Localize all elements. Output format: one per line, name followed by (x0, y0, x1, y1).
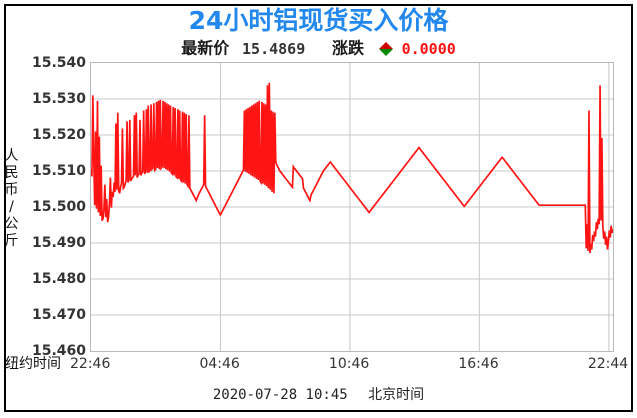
change-label: 涨跌 (332, 38, 365, 58)
y-axis-title-char-0: 人 (4, 148, 19, 164)
plot-area (90, 62, 614, 352)
x-axis-tick-label: 22:46 (70, 356, 111, 372)
footer-timezone: 北京时间 (368, 387, 425, 403)
y-axis-title-char-4: 公 (4, 216, 19, 232)
y-axis-tick-label: 15.510 (31, 163, 86, 179)
y-axis-tick-label: 15.520 (31, 127, 86, 143)
y-axis-title: 人 民 币 / 公 斤 (3, 148, 20, 250)
footer-timestamp: 2020-07-28 10:45 北京时间 (0, 386, 637, 404)
x-axis-tick-label: 04:46 (199, 356, 240, 372)
y-axis-title-char-3: / (9, 199, 14, 215)
latest-price-value: 15.4869 (242, 39, 306, 58)
latest-price-label: 最新价 (181, 38, 230, 58)
price-line-chart (91, 63, 613, 351)
y-axis-title-char-2: 币 (4, 182, 19, 198)
y-axis-tick-label: 15.460 (31, 343, 86, 359)
y-axis-tick-label: 15.530 (31, 91, 86, 107)
y-axis-tick-label: 15.540 (31, 55, 86, 71)
y-axis-tick-label: 15.470 (31, 307, 86, 323)
x-axis-tick-label: 22:44 (587, 356, 629, 372)
x-axis-tick-label: 10:46 (328, 356, 370, 372)
y-axis-tick-label: 15.500 (31, 199, 86, 215)
outer-border (4, 4, 633, 412)
y-axis-tick-label: 15.480 (31, 271, 86, 287)
y-axis-title-char-1: 民 (4, 165, 19, 181)
quote-summary: 最新价 15.4869 涨跌 0.0000 (0, 38, 637, 59)
y-axis-tick-label: 15.490 (31, 235, 86, 251)
footer-datetime: 2020-07-28 10:45 (212, 387, 348, 403)
page-title: 24小时铝现货买入价格 (188, 6, 449, 35)
y-axis-title-char-5: 斤 (4, 233, 19, 249)
y-axis-ticks: 15.540 15.530 15.520 15.510 15.500 15.490 15.4… (0, 0, 86, 418)
change-value: 0.0000 (401, 39, 456, 58)
up-down-arrow-icon (378, 41, 393, 57)
x-axis-tick-label: 16:46 (458, 356, 499, 372)
x-axis-title: 纽约时间 (5, 356, 61, 372)
